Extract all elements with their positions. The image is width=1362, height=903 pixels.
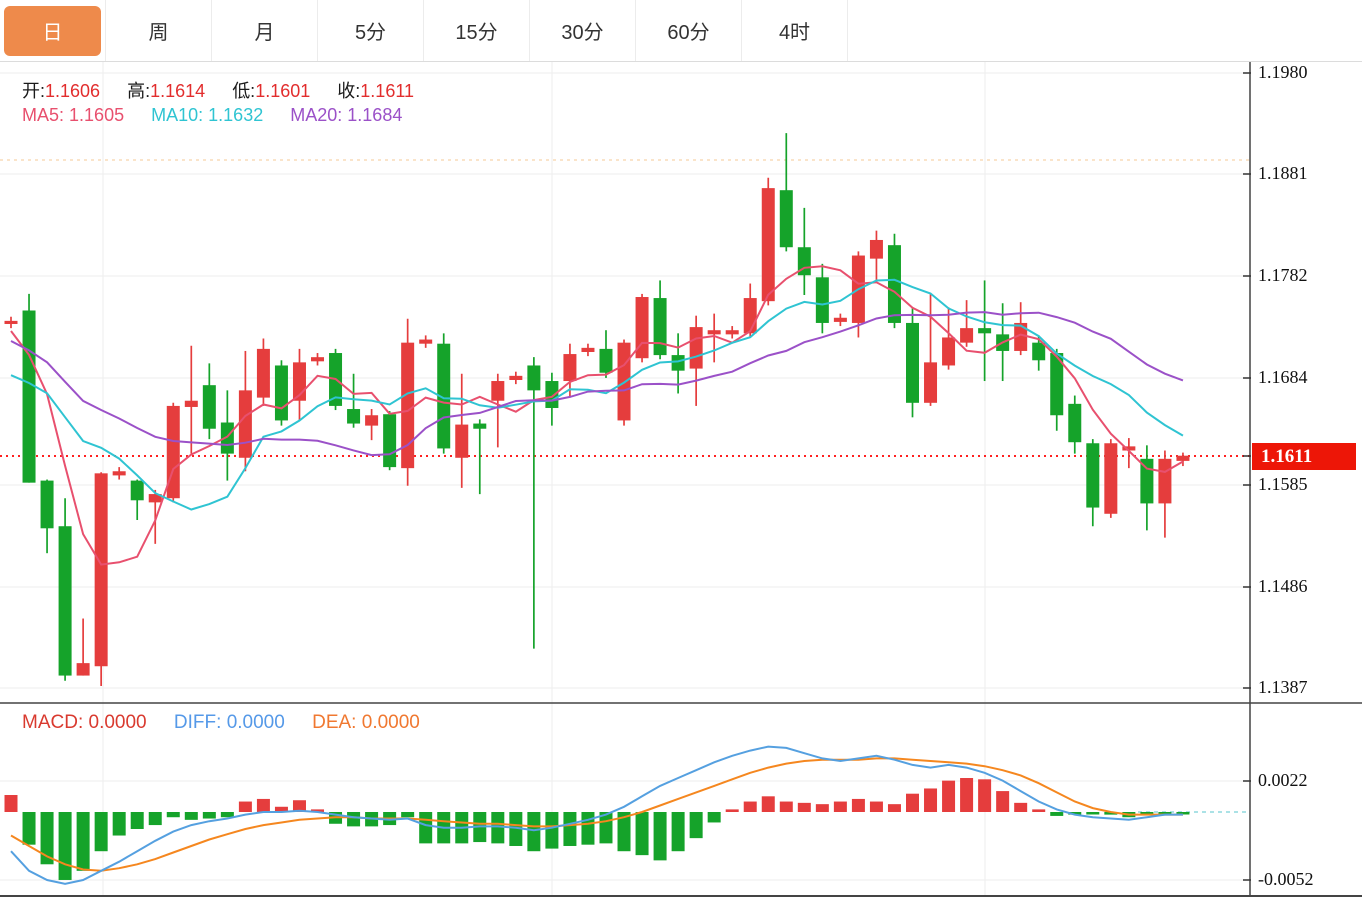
axis-tick-label: 1.1980 [1258,62,1308,82]
period-tabbar: 日 周 月 5分 15分 30分 60分 4时 [0,0,1362,62]
ohlc-readout: 开:1.1606 高:1.1614 低:1.1601 收:1.1611 [22,77,436,103]
ma5-readout: MA5: 1.1605 [22,105,125,125]
low-readout: 低:1.1601 [232,81,311,101]
axis-tick-label: 1.1486 [1258,576,1308,596]
macd-readout: MACD: 0.0000 DIFF: 0.0000 DEA: 0.0000 [22,712,442,734]
axis-tick-label: 1.1585 [1258,474,1308,494]
tab-week[interactable]: 周 [106,0,212,61]
tab-month-label: 月 [254,22,275,44]
tab-4hour-label: 4时 [778,22,811,44]
diff-value-readout: DIFF: 0.0000 [173,712,285,733]
last-price-badge: 1.1611 [1252,443,1356,470]
tab-week-label: 周 [148,22,169,44]
ma-readout: MA5: 1.1605 MA10: 1.1632 MA20: 1.1684 [22,105,424,126]
ma20-readout: MA20: 1.1684 [290,105,403,125]
tab-30min-label: 30分 [561,22,604,44]
close-readout: 收:1.1611 [337,81,415,101]
dea-value-readout: DEA: 0.0000 [312,712,420,733]
tab-day-label: 日 [4,5,101,56]
tab-15min[interactable]: 15分 [424,0,530,61]
axis-tick-label: 1.1782 [1258,265,1308,285]
macd-value-readout: MACD: 0.0000 [22,712,147,733]
tab-60min-label: 60分 [667,22,710,44]
tab-15min-label: 15分 [455,22,498,44]
axis-tick-label: -0.0052 [1258,869,1314,889]
axis-tick-label: 0.0022 [1258,770,1308,790]
tab-30min[interactable]: 30分 [530,0,636,61]
axis-tick-label: 1.1684 [1258,367,1308,387]
high-readout: 高:1.1614 [127,81,206,101]
tab-4hour[interactable]: 4时 [742,0,848,61]
tab-60min[interactable]: 60分 [636,0,742,61]
tab-month[interactable]: 月 [212,0,318,61]
ma10-readout: MA10: 1.1632 [151,105,264,125]
tab-day[interactable]: 日 [0,0,106,61]
tab-5min[interactable]: 5分 [318,0,424,61]
tab-5min-label: 5分 [354,22,387,44]
axis-tick-label: 1.1387 [1258,677,1308,697]
open-readout: 开:1.1606 [22,81,101,101]
axis-tick-label: 1.1881 [1258,163,1308,183]
